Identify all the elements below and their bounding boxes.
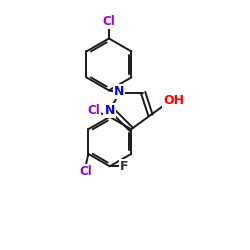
Text: Cl: Cl: [87, 104, 100, 117]
Text: OH: OH: [163, 94, 184, 107]
Text: Cl: Cl: [102, 16, 115, 28]
Text: N: N: [104, 104, 115, 117]
Text: Cl: Cl: [80, 165, 92, 178]
Text: N: N: [114, 85, 124, 98]
Text: F: F: [120, 160, 129, 173]
